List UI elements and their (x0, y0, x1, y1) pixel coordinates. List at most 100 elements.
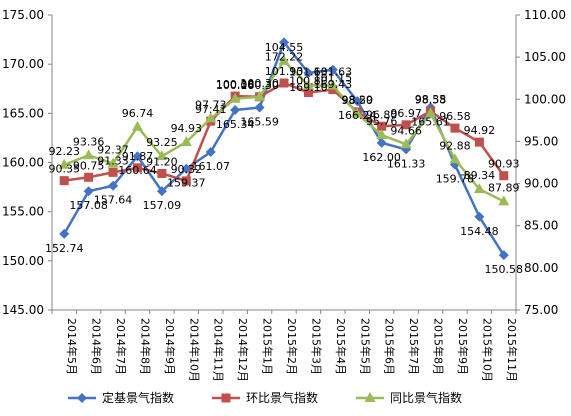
series-2-data-label: 100.38 (216, 78, 255, 91)
series-2-point (84, 172, 94, 182)
series-3-data-label: 95.76 (366, 115, 398, 128)
series-3-point (180, 136, 192, 147)
series-2-point (132, 163, 142, 173)
series-2-data-label: 90.93 (488, 158, 520, 171)
y-left-tick-label: 170.00 (2, 57, 44, 71)
series-3-data-label: 97.73 (195, 98, 227, 111)
series-3-point (498, 195, 510, 206)
series-1-point (59, 228, 70, 239)
series-1-data-label: 161.07 (191, 160, 230, 173)
series-1-data-label: 152.74 (45, 242, 84, 255)
y-left-tick-label: 160.00 (2, 156, 44, 170)
series-3-point (83, 149, 95, 160)
series-3-data-label: 94.66 (390, 124, 422, 137)
x-tick-label: 2015年9月 (456, 318, 470, 375)
x-tick-label: 2015年5月 (358, 318, 372, 375)
series-1-point (156, 186, 167, 197)
series-1-data-label: 165.59 (240, 116, 279, 129)
series-1-point (108, 180, 119, 191)
series-3-data-label: 96.74 (122, 107, 154, 120)
series-3-point (473, 183, 485, 194)
series-2-data-label: 100.80 (289, 75, 328, 88)
series-3-point (449, 153, 461, 164)
series-1-point (327, 64, 338, 75)
series-3-data-label: 104.55 (265, 41, 304, 54)
series-3-data-label: 98.29 (342, 94, 374, 107)
x-tick-label: 2014年7月 (114, 318, 128, 375)
series-3-point (278, 54, 290, 65)
series-2-point (303, 88, 313, 98)
legend-label-1: 定基景气指数 (102, 390, 174, 405)
series-3-point (425, 107, 437, 118)
y-right-tick-label: 85.00 (524, 219, 558, 233)
series-3-data-label: 101.63 (314, 66, 353, 79)
x-tick-label: 2015年3月 (309, 318, 323, 375)
series-2-data-label: 101.93 (265, 65, 304, 78)
x-tick-label: 2014年9月 (163, 318, 177, 375)
series-2-point (377, 121, 387, 131)
series-2-data-label: 101.15 (314, 72, 353, 85)
series-3-data-label: 93.36 (73, 135, 105, 148)
series-3-data-label: 94.93 (171, 122, 203, 135)
series-3-point (254, 90, 266, 101)
x-tick-label: 2015年2月 (285, 318, 299, 375)
series-2-point (279, 78, 289, 88)
series-2-data-label: 96.80 (366, 108, 398, 121)
series-3-point (351, 107, 363, 118)
series-1-data-label: 169.43 (314, 78, 353, 91)
x-tick-label: 2014年6月 (90, 318, 104, 375)
series-2-data-label: 91.20 (146, 155, 178, 168)
series-3-data-label: 100.30 (240, 77, 279, 90)
series-2-data-label: 97.41 (195, 103, 227, 116)
series-1-data-label: 161.33 (387, 157, 426, 170)
series-1-point (83, 186, 94, 197)
x-tick-label: 2014年12月 (236, 318, 250, 382)
series-1-point (181, 163, 192, 174)
series-3-data-label: 98.35 (415, 93, 447, 106)
series-2-point (157, 168, 167, 178)
series-3-point (302, 79, 314, 90)
series-2-point (474, 137, 484, 147)
series-1-data-label: 162.00 (362, 151, 401, 164)
series-1-point (303, 68, 314, 79)
series-1-point (279, 37, 289, 48)
series-3-data-label: 92.88 (439, 139, 471, 152)
x-tick-label: 2015年1月 (261, 318, 275, 375)
series-1-point (474, 211, 485, 222)
legend-marker-1 (77, 393, 87, 403)
series-1-point (205, 146, 216, 157)
y-left-tick-label: 175.00 (2, 8, 44, 22)
series-3-point (376, 129, 388, 140)
series-2-point (499, 171, 509, 181)
series-1-point (498, 250, 509, 261)
series-2-data-label: 90.75 (73, 159, 105, 172)
x-tick-label: 2015年11月 (505, 318, 519, 382)
y-right-tick-label: 80.00 (524, 261, 558, 275)
legend-label-3: 同比景气指数 (390, 390, 462, 405)
series-2-data-label: 96.58 (439, 110, 471, 123)
y-left-tick-label: 155.00 (2, 205, 44, 219)
series-1-data-label: 165.34 (216, 118, 255, 131)
series-2-data-label: 90.35 (48, 163, 80, 176)
series-3-point (327, 79, 339, 90)
series-1-point (132, 151, 143, 162)
series-1-data-label: 154.48 (460, 225, 499, 238)
series-3-point (58, 158, 70, 169)
series-1-data-label: 157.09 (143, 199, 182, 212)
series-1-data-label: 157.08 (69, 199, 108, 212)
series-3-point (400, 138, 412, 149)
x-tick-label: 2015年6月 (383, 318, 397, 375)
x-tick-label: 2014年5月 (65, 318, 79, 375)
x-tick-label: 2015年8月 (432, 318, 446, 375)
series-1-data-label: 165.61 (411, 115, 450, 128)
series-1-data-label: 172.22 (265, 50, 304, 63)
series-1-point (254, 102, 265, 113)
series-3-point (131, 120, 143, 131)
series-1-data-label: 150.58 (485, 263, 524, 276)
series-3-point (205, 112, 217, 123)
y-left-tick-label: 145.00 (2, 303, 44, 317)
series-2-point (450, 123, 460, 133)
legend-marker-3 (364, 392, 376, 402)
